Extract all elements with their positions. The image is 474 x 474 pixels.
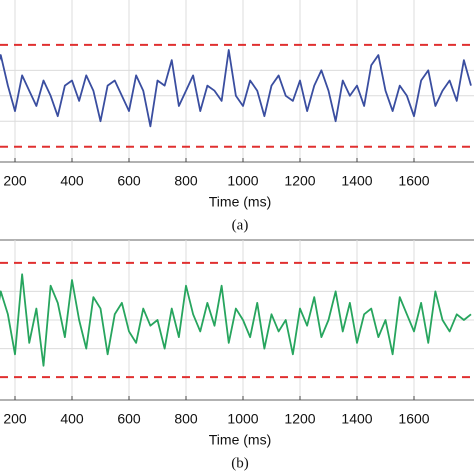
x-tick-label: 800 (174, 173, 198, 189)
caption: (a) (232, 217, 249, 233)
x-tick-label: 1400 (341, 173, 372, 189)
x-axis-label: Time (ms) (209, 432, 271, 448)
x-tick-label: 1000 (227, 411, 258, 427)
plot-area (0, 0, 474, 163)
x-tick-label: 1200 (284, 411, 315, 427)
x-tick-label: 600 (117, 411, 141, 427)
signal-line (0, 49, 472, 128)
x-tick-label: 200 (3, 411, 27, 427)
x-tick-label: 1200 (284, 173, 315, 189)
x-tick-label: 1600 (398, 173, 429, 189)
x-tick-label: 400 (60, 173, 84, 189)
x-tick-label: 800 (174, 411, 198, 427)
x-tick-label: 1600 (398, 411, 429, 427)
signal-line (0, 273, 472, 367)
x-tick-label: 600 (117, 173, 141, 189)
x-tick-label: 1000 (227, 173, 258, 189)
caption: (b) (231, 455, 249, 471)
x-tick-label: 400 (60, 411, 84, 427)
x-tick-label: 200 (3, 173, 27, 189)
x-tick-label: 1400 (341, 411, 372, 427)
x-axis-label: Time (ms) (209, 194, 271, 210)
